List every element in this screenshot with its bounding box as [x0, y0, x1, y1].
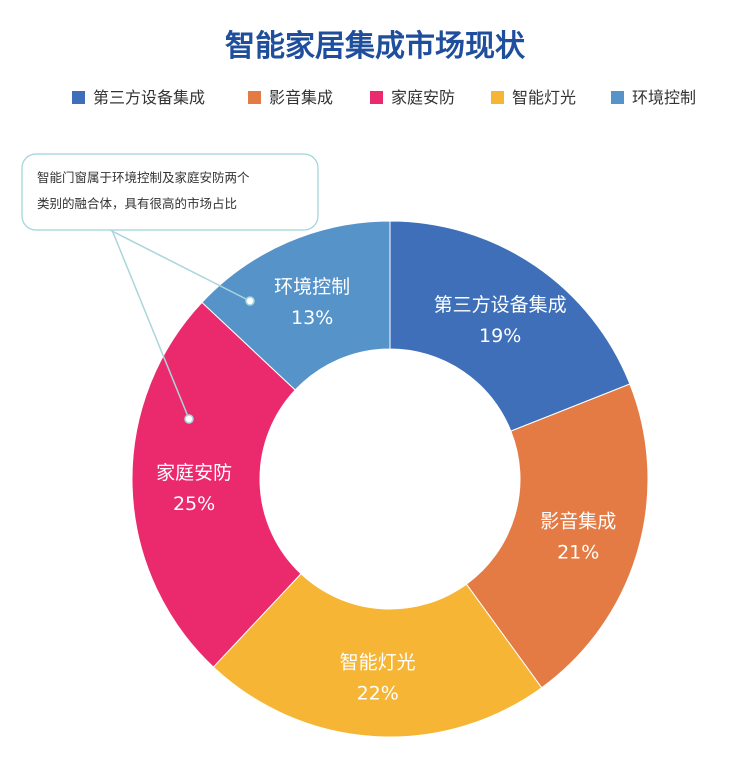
- legend-swatch-security: [370, 91, 383, 104]
- slice-label-percent-3: 25%: [173, 493, 215, 515]
- slice-label-percent-0: 19%: [479, 325, 521, 347]
- legend-label-lighting: 智能灯光: [512, 88, 576, 107]
- legend-item-security[interactable]: 家庭安防: [370, 88, 455, 107]
- slice-label-name-1: 影音集成: [540, 511, 616, 533]
- slice-label-name-3: 家庭安防: [156, 462, 232, 484]
- slice-label-name-0: 第三方设备集成: [434, 294, 567, 316]
- slice-label-percent-1: 21%: [557, 542, 599, 564]
- legend-label-third-party: 第三方设备集成: [93, 88, 205, 107]
- donut-slice-labels: 第三方设备集成 19% 影音集成 21% 智能灯光 22% 家庭安防 25% 环境控制 13%: [156, 276, 616, 704]
- legend-item-third-party[interactable]: 第三方设备集成: [72, 88, 205, 107]
- annotation-leader-environment: [109, 229, 251, 302]
- annotation-box: [21, 153, 319, 231]
- annotation-text-line-2: 类别的融合体，具有很高的市场占比: [37, 196, 237, 211]
- legend: 第三方设备集成 影音集成 家庭安防 智能灯光 环境控制: [72, 88, 696, 107]
- slice-4[interactable]: [201, 220, 391, 391]
- slice-label-percent-2: 22%: [357, 683, 399, 705]
- legend-swatch-lighting: [491, 91, 504, 104]
- legend-swatch-av: [248, 91, 261, 104]
- legend-item-environment[interactable]: 环境控制: [611, 88, 696, 107]
- legend-label-security: 家庭安防: [391, 88, 455, 107]
- slice-0[interactable]: [389, 220, 631, 432]
- annotation-dot-security: [184, 414, 194, 424]
- slice-label-name-4: 环境控制: [274, 276, 350, 298]
- legend-swatch-environment: [611, 91, 624, 104]
- legend-item-lighting[interactable]: 智能灯光: [491, 88, 576, 107]
- annotation-callout: 智能门窗属于环境控制及家庭安防两个 类别的融合体，具有很高的市场占比: [21, 153, 319, 424]
- annotation-leader-security: [111, 229, 190, 420]
- slice-3[interactable]: [131, 301, 302, 668]
- slice-label-name-2: 智能灯光: [340, 652, 416, 674]
- legend-swatch-third-party: [72, 91, 85, 104]
- legend-label-av: 影音集成: [269, 88, 333, 107]
- chart-title: 智能家居集成市场现状: [225, 29, 526, 64]
- donut-slices: [131, 220, 649, 738]
- annotation-dot-environment: [245, 296, 255, 306]
- slice-1[interactable]: [465, 383, 649, 689]
- legend-item-av[interactable]: 影音集成: [248, 88, 333, 107]
- slice-label-percent-4: 13%: [291, 307, 333, 329]
- slice-2[interactable]: [212, 573, 543, 738]
- legend-label-environment: 环境控制: [632, 88, 696, 107]
- annotation-text-line-1: 智能门窗属于环境控制及家庭安防两个: [37, 170, 250, 185]
